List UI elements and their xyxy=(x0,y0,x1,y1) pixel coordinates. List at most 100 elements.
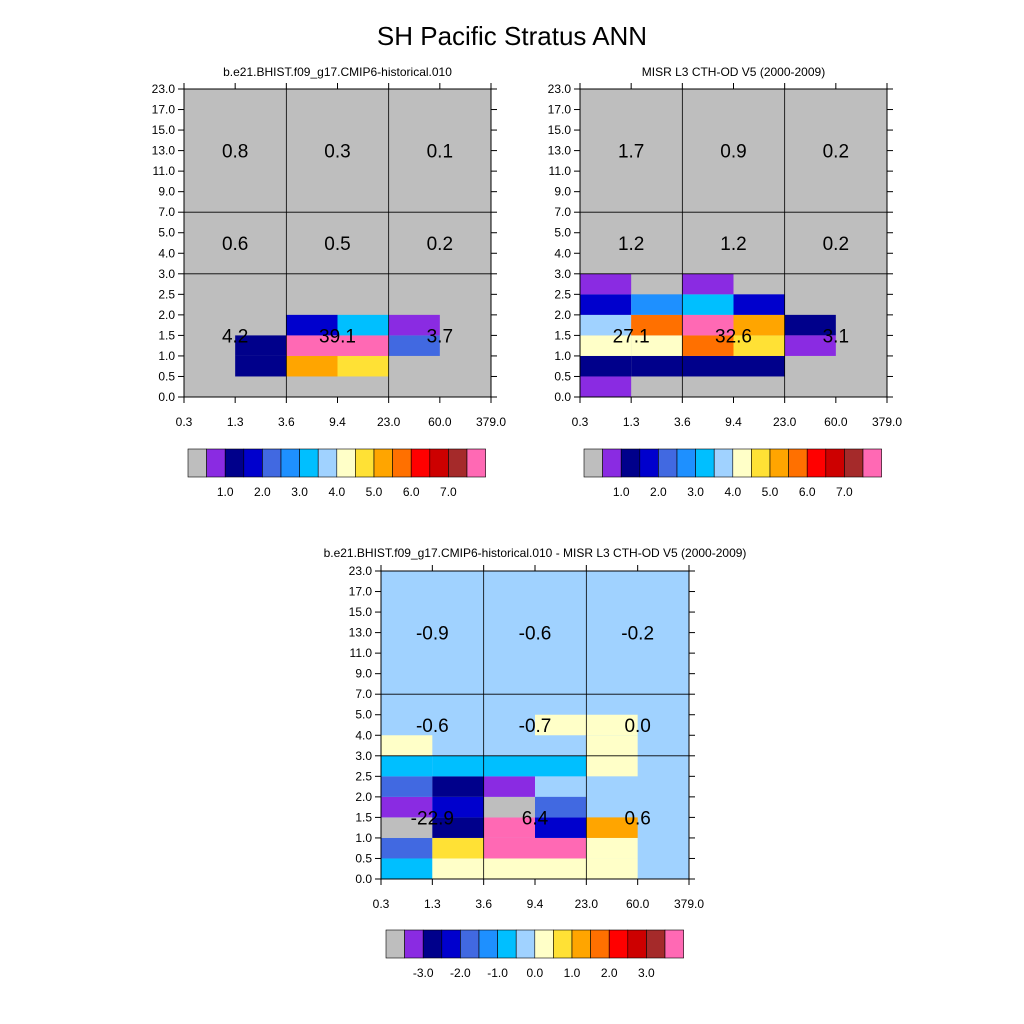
colorbar-swatch xyxy=(336,448,356,478)
heatmap-cell xyxy=(580,294,632,315)
x-tick-label: 23.0 xyxy=(773,415,797,429)
y-tick-label: 17.0 xyxy=(349,585,373,599)
colorbar-swatch xyxy=(583,448,603,478)
colorbar-swatch xyxy=(429,448,449,478)
y-tick-label: 5.0 xyxy=(355,708,372,722)
region-value-label: 0.6 xyxy=(624,808,650,829)
heatmap-cell xyxy=(535,755,587,777)
x-tick-label: 379.0 xyxy=(476,415,506,429)
y-tick-label: 11.0 xyxy=(153,164,176,178)
heatmap-cell xyxy=(733,314,785,336)
colorbar-swatch xyxy=(206,448,226,478)
y-tick-label: 4.0 xyxy=(158,246,175,260)
y-tick-label: 0.0 xyxy=(355,872,372,886)
colorbar-label: 4.0 xyxy=(724,485,741,499)
heatmap-cell xyxy=(535,714,587,736)
colorbar-swatch xyxy=(385,929,405,959)
x-tick-label: 9.4 xyxy=(329,415,346,429)
heatmap-cell xyxy=(784,335,836,356)
region-value-label: 0.3 xyxy=(324,142,350,163)
y-tick-label: 9.0 xyxy=(158,185,175,199)
heatmap-cell xyxy=(286,335,338,356)
colorbar-swatch xyxy=(571,929,591,959)
colorbar-label: -2.0 xyxy=(450,966,471,980)
y-tick-label: 9.0 xyxy=(554,185,571,199)
colorbar-swatch xyxy=(608,929,629,959)
region-value-label: 0.8 xyxy=(222,142,248,163)
x-tick-label: 3.6 xyxy=(475,897,492,911)
heatmap-cell xyxy=(535,817,587,838)
heatmap-cell xyxy=(388,335,440,356)
colorbar-swatch xyxy=(392,448,412,478)
colorbar-swatch xyxy=(497,929,517,959)
y-tick-label: 5.0 xyxy=(554,226,571,240)
x-tick-label: 3.6 xyxy=(674,415,691,429)
colorbar-swatch xyxy=(658,448,678,478)
heatmap-cell xyxy=(631,335,683,356)
y-tick-label: 7.0 xyxy=(355,687,372,701)
heatmap-cell xyxy=(432,858,484,879)
heatmap-cell xyxy=(733,294,785,315)
region-value-label: -0.2 xyxy=(621,624,654,645)
heatmap-cell xyxy=(483,776,535,797)
region-value-label: 1.2 xyxy=(720,234,746,255)
colorbar-swatch xyxy=(602,448,622,478)
heatmap-cell xyxy=(432,796,484,818)
colorbar-swatch xyxy=(478,929,498,959)
heatmap-cell xyxy=(682,335,734,356)
x-tick-label: 1.3 xyxy=(623,415,640,429)
y-tick-label: 0.0 xyxy=(554,390,571,404)
heatmap-cell xyxy=(682,294,734,315)
region-value-label: 0.0 xyxy=(624,716,650,737)
colorbar-label: 0.0 xyxy=(526,966,543,980)
heatmap-cell xyxy=(580,335,632,356)
heatmap-cell xyxy=(535,837,587,859)
heatmap-cell xyxy=(586,817,638,838)
heatmap-cell xyxy=(631,314,683,336)
colorbar-swatch xyxy=(515,929,536,959)
x-tick-label: 0.3 xyxy=(572,415,589,429)
heatmap-cell xyxy=(388,314,440,336)
y-tick-label: 13.0 xyxy=(152,144,176,158)
colorbar-swatch xyxy=(460,929,480,959)
y-tick-label: 0.5 xyxy=(158,369,175,383)
heatmap-panel-2: 0.0 0.5 1.0 1.5 2.0 2.5 3.0 4.0 5.0 7.0 9.0 11.0 13.… xyxy=(548,65,903,499)
colorbar-swatch xyxy=(280,448,300,478)
colorbar-label: 3.0 xyxy=(291,485,308,499)
heatmap-cell xyxy=(682,273,734,295)
colorbar-swatch xyxy=(751,448,771,478)
heatmap-cell xyxy=(337,355,389,377)
x-tick-label: 0.3 xyxy=(373,897,390,911)
colorbar-swatch xyxy=(355,448,375,478)
region-value-label: 3.1 xyxy=(823,326,849,347)
x-tick-label: 9.4 xyxy=(527,897,544,911)
colorbar-swatch xyxy=(862,448,882,478)
colorbar-label: 1.0 xyxy=(217,485,234,499)
heatmap-cell xyxy=(483,837,535,859)
main-title: SH Pacific Stratus ANN xyxy=(376,21,648,51)
colorbar-swatch xyxy=(788,448,808,478)
heatmap-cell xyxy=(586,858,638,879)
x-tick-label: 379.0 xyxy=(674,897,704,911)
colorbar-swatch xyxy=(806,448,827,478)
heatmap-cell xyxy=(631,355,683,377)
heatmap-cell xyxy=(580,273,632,295)
y-tick-label: 3.0 xyxy=(554,267,571,281)
colorbar-swatch xyxy=(732,448,752,478)
colorbar-swatch xyxy=(448,448,468,478)
colorbar-swatch xyxy=(422,929,443,959)
colorbar-swatch xyxy=(243,448,263,478)
y-tick-label: 4.0 xyxy=(355,728,372,742)
colorbar: -3.0 -2.0 -1.0 0.0 1.0 2.0 3.0 xyxy=(385,929,684,980)
y-tick-label: 1.5 xyxy=(158,328,175,342)
colorbar-swatch xyxy=(825,448,845,478)
colorbar-label: 6.0 xyxy=(799,485,816,499)
x-tick-label: 60.0 xyxy=(428,415,452,429)
colorbar-label: 7.0 xyxy=(440,485,457,499)
y-tick-label: 0.5 xyxy=(554,369,571,383)
y-tick-label: 7.0 xyxy=(158,205,175,219)
colorbar-swatch xyxy=(620,448,641,478)
region-value-label: 0.2 xyxy=(823,142,849,163)
y-tick-label: 13.0 xyxy=(548,144,572,158)
heatmap-cell xyxy=(580,355,632,377)
